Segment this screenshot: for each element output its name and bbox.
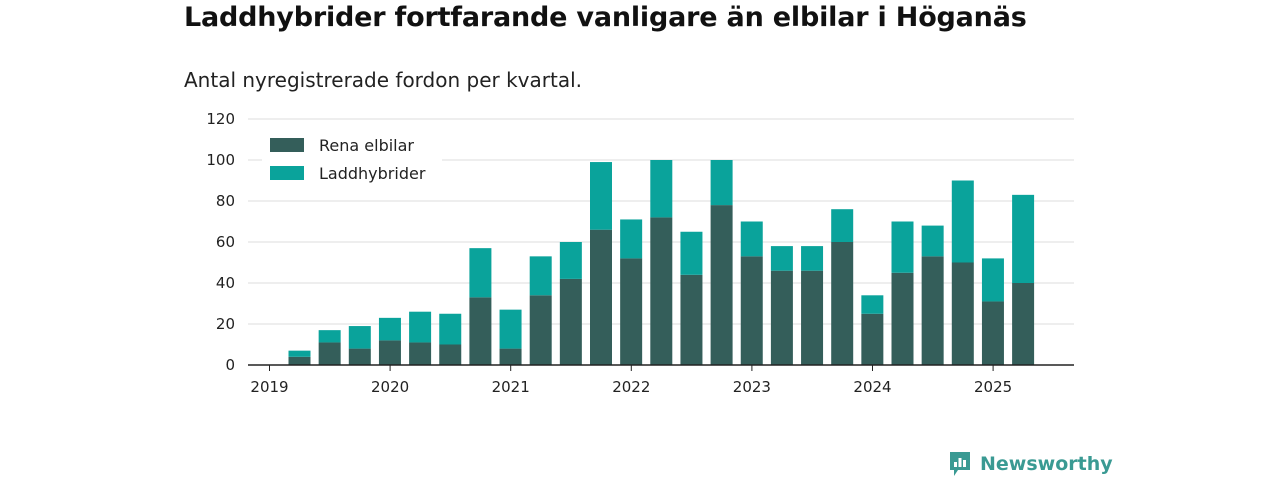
bar-rena-elbilar: [318, 342, 341, 365]
y-tick-label: 20: [216, 315, 235, 333]
y-tick-label: 120: [206, 110, 235, 128]
bar-laddhybrider: [409, 311, 432, 343]
bar-rena-elbilar: [1012, 283, 1035, 365]
bar-laddhybrider: [288, 350, 311, 357]
bar-rena-elbilar: [770, 270, 793, 365]
x-tick-label: 2021: [492, 378, 530, 396]
bar-laddhybrider: [439, 313, 462, 345]
x-tick-label: 2024: [853, 378, 891, 396]
bar-rena-elbilar: [288, 356, 311, 365]
bar-laddhybrider: [740, 221, 763, 257]
bar-laddhybrider: [861, 295, 884, 314]
y-tick-label: 60: [216, 233, 235, 251]
bar-rena-elbilar: [499, 348, 522, 365]
x-tick-label: 2025: [974, 378, 1012, 396]
bar-rena-elbilar: [680, 274, 703, 365]
bar-rena-elbilar: [951, 262, 974, 365]
newsworthy-logo: Newsworthy: [948, 450, 1113, 478]
bar-laddhybrider: [378, 317, 401, 341]
chart-subtitle: Antal nyregistrerade fordon per kvartal.: [184, 68, 583, 92]
bar-laddhybrider: [559, 242, 582, 279]
bar-laddhybrider: [831, 209, 854, 242]
bar-rena-elbilar: [469, 297, 492, 365]
bar-rena-elbilar: [439, 344, 462, 365]
legend-label: Rena elbilar: [319, 136, 414, 155]
bar-rena-elbilar: [740, 256, 763, 365]
bar-laddhybrider: [680, 231, 703, 275]
bar-laddhybrider: [499, 309, 522, 349]
y-tick-label: 40: [216, 274, 235, 292]
bar-laddhybrider: [529, 256, 552, 296]
bar-laddhybrider: [801, 246, 824, 271]
legend-swatch: [270, 166, 304, 180]
brand-name: Newsworthy: [980, 453, 1113, 475]
bar-laddhybrider: [348, 326, 371, 349]
bar-rena-elbilar: [409, 342, 432, 365]
y-tick-label: 80: [216, 192, 235, 210]
bar-rena-elbilar: [891, 272, 914, 365]
bar-rena-elbilar: [378, 340, 401, 365]
x-tick-label: 2022: [612, 378, 650, 396]
bar-rena-elbilar: [981, 301, 1004, 365]
bar-rena-elbilar: [590, 229, 612, 365]
bar-rena-elbilar: [710, 205, 733, 365]
bar-laddhybrider: [710, 160, 733, 206]
legend-swatch: [270, 138, 304, 152]
y-tick-label: 0: [225, 356, 235, 374]
chart-title: Laddhybrider fortfarande vanligare än el…: [184, 2, 1027, 33]
bar-rena-elbilar: [559, 278, 582, 365]
bar-laddhybrider: [981, 258, 1004, 302]
bar-rena-elbilar: [650, 217, 673, 365]
y-tick-label: 100: [206, 151, 235, 169]
legend-label: Laddhybrider: [319, 164, 426, 183]
bar-laddhybrider: [921, 225, 944, 257]
stacked-bar-chart: 0 20 40 60 80 100 120 2019 2020 2021 2022 2023 2024 2…: [206, 110, 1074, 396]
x-tick-label: 2023: [733, 378, 771, 396]
bar-laddhybrider: [620, 219, 643, 259]
bar-rena-elbilar: [861, 313, 884, 365]
x-tick-label: 2019: [250, 378, 288, 396]
bar-rena-elbilar: [529, 295, 552, 365]
newsworthy-logo-icon: [950, 452, 970, 476]
bar-laddhybrider: [951, 180, 974, 263]
bar-rena-elbilar: [921, 256, 944, 365]
bar-rena-elbilar: [801, 270, 824, 365]
bar-laddhybrider: [590, 162, 612, 230]
bar-rena-elbilar: [620, 258, 643, 365]
bar-laddhybrider: [318, 330, 341, 343]
x-tick-label: 2020: [371, 378, 409, 396]
bar-laddhybrider: [650, 160, 673, 218]
bar-laddhybrider: [770, 246, 793, 271]
bar-rena-elbilar: [831, 242, 854, 365]
bar-rena-elbilar: [348, 348, 371, 365]
bar-laddhybrider: [1012, 194, 1035, 283]
bar-laddhybrider: [891, 221, 914, 273]
bar-laddhybrider: [469, 248, 492, 298]
